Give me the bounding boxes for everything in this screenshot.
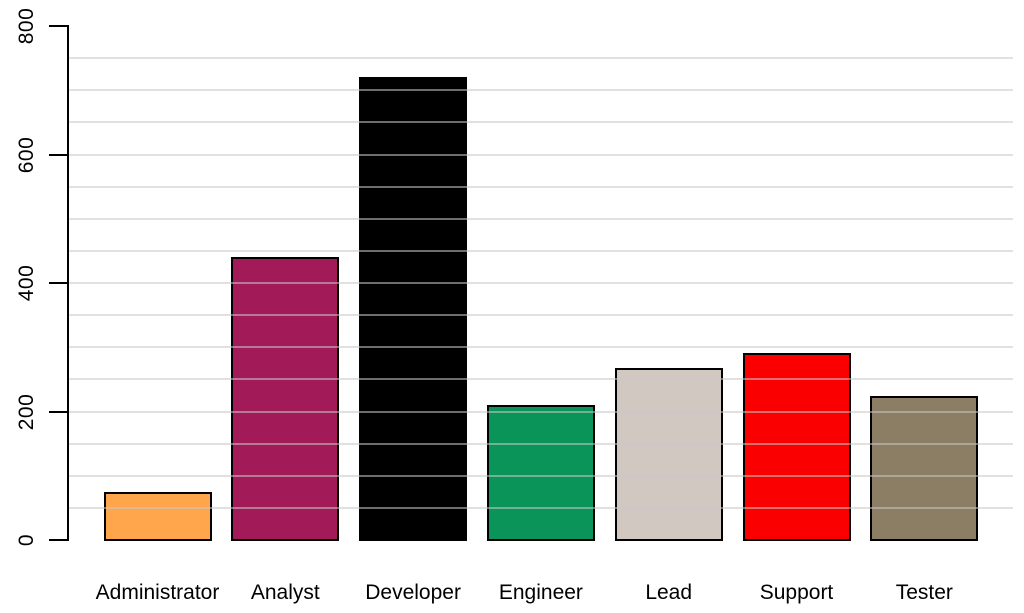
gridline-550 (69, 185, 1013, 188)
gridline-250 (69, 378, 1013, 381)
x-label-engineer: Engineer (498, 581, 583, 604)
gridline-600 (69, 153, 1013, 156)
bar-analyst (231, 257, 340, 541)
bar-lead (614, 367, 723, 541)
x-label-tester: Tester (895, 581, 953, 604)
y-tick-600 (49, 153, 68, 156)
x-label-lead: Lead (645, 581, 693, 604)
gridline-100 (69, 474, 1013, 477)
gridline-750 (69, 57, 1013, 60)
gridline-400 (69, 282, 1013, 284)
gridline-450 (69, 249, 1013, 252)
gridline-50 (69, 506, 1013, 509)
x-label-developer: Developer (365, 581, 461, 604)
x-label-analyst: Analyst (250, 581, 320, 604)
y-tick-400 (49, 282, 68, 284)
gridline-350 (69, 314, 1013, 317)
bar-support (742, 353, 851, 541)
gridline-150 (69, 442, 1013, 445)
bar-tester (870, 396, 979, 541)
y-tick-200 (49, 410, 68, 413)
y-tick-0 (49, 539, 68, 541)
gridline-650 (69, 121, 1013, 124)
x-label-support: Support (759, 581, 834, 604)
bar-administrator (103, 492, 212, 541)
gridline-700 (69, 89, 1013, 92)
y-tick-800 (49, 25, 68, 27)
y-axis-line (67, 25, 69, 541)
x-label-administrator: Administrator (95, 581, 220, 604)
gridline-300 (69, 346, 1013, 349)
gridline-500 (69, 217, 1013, 220)
gridline-200 (69, 410, 1013, 413)
bar-engineer (486, 405, 595, 541)
